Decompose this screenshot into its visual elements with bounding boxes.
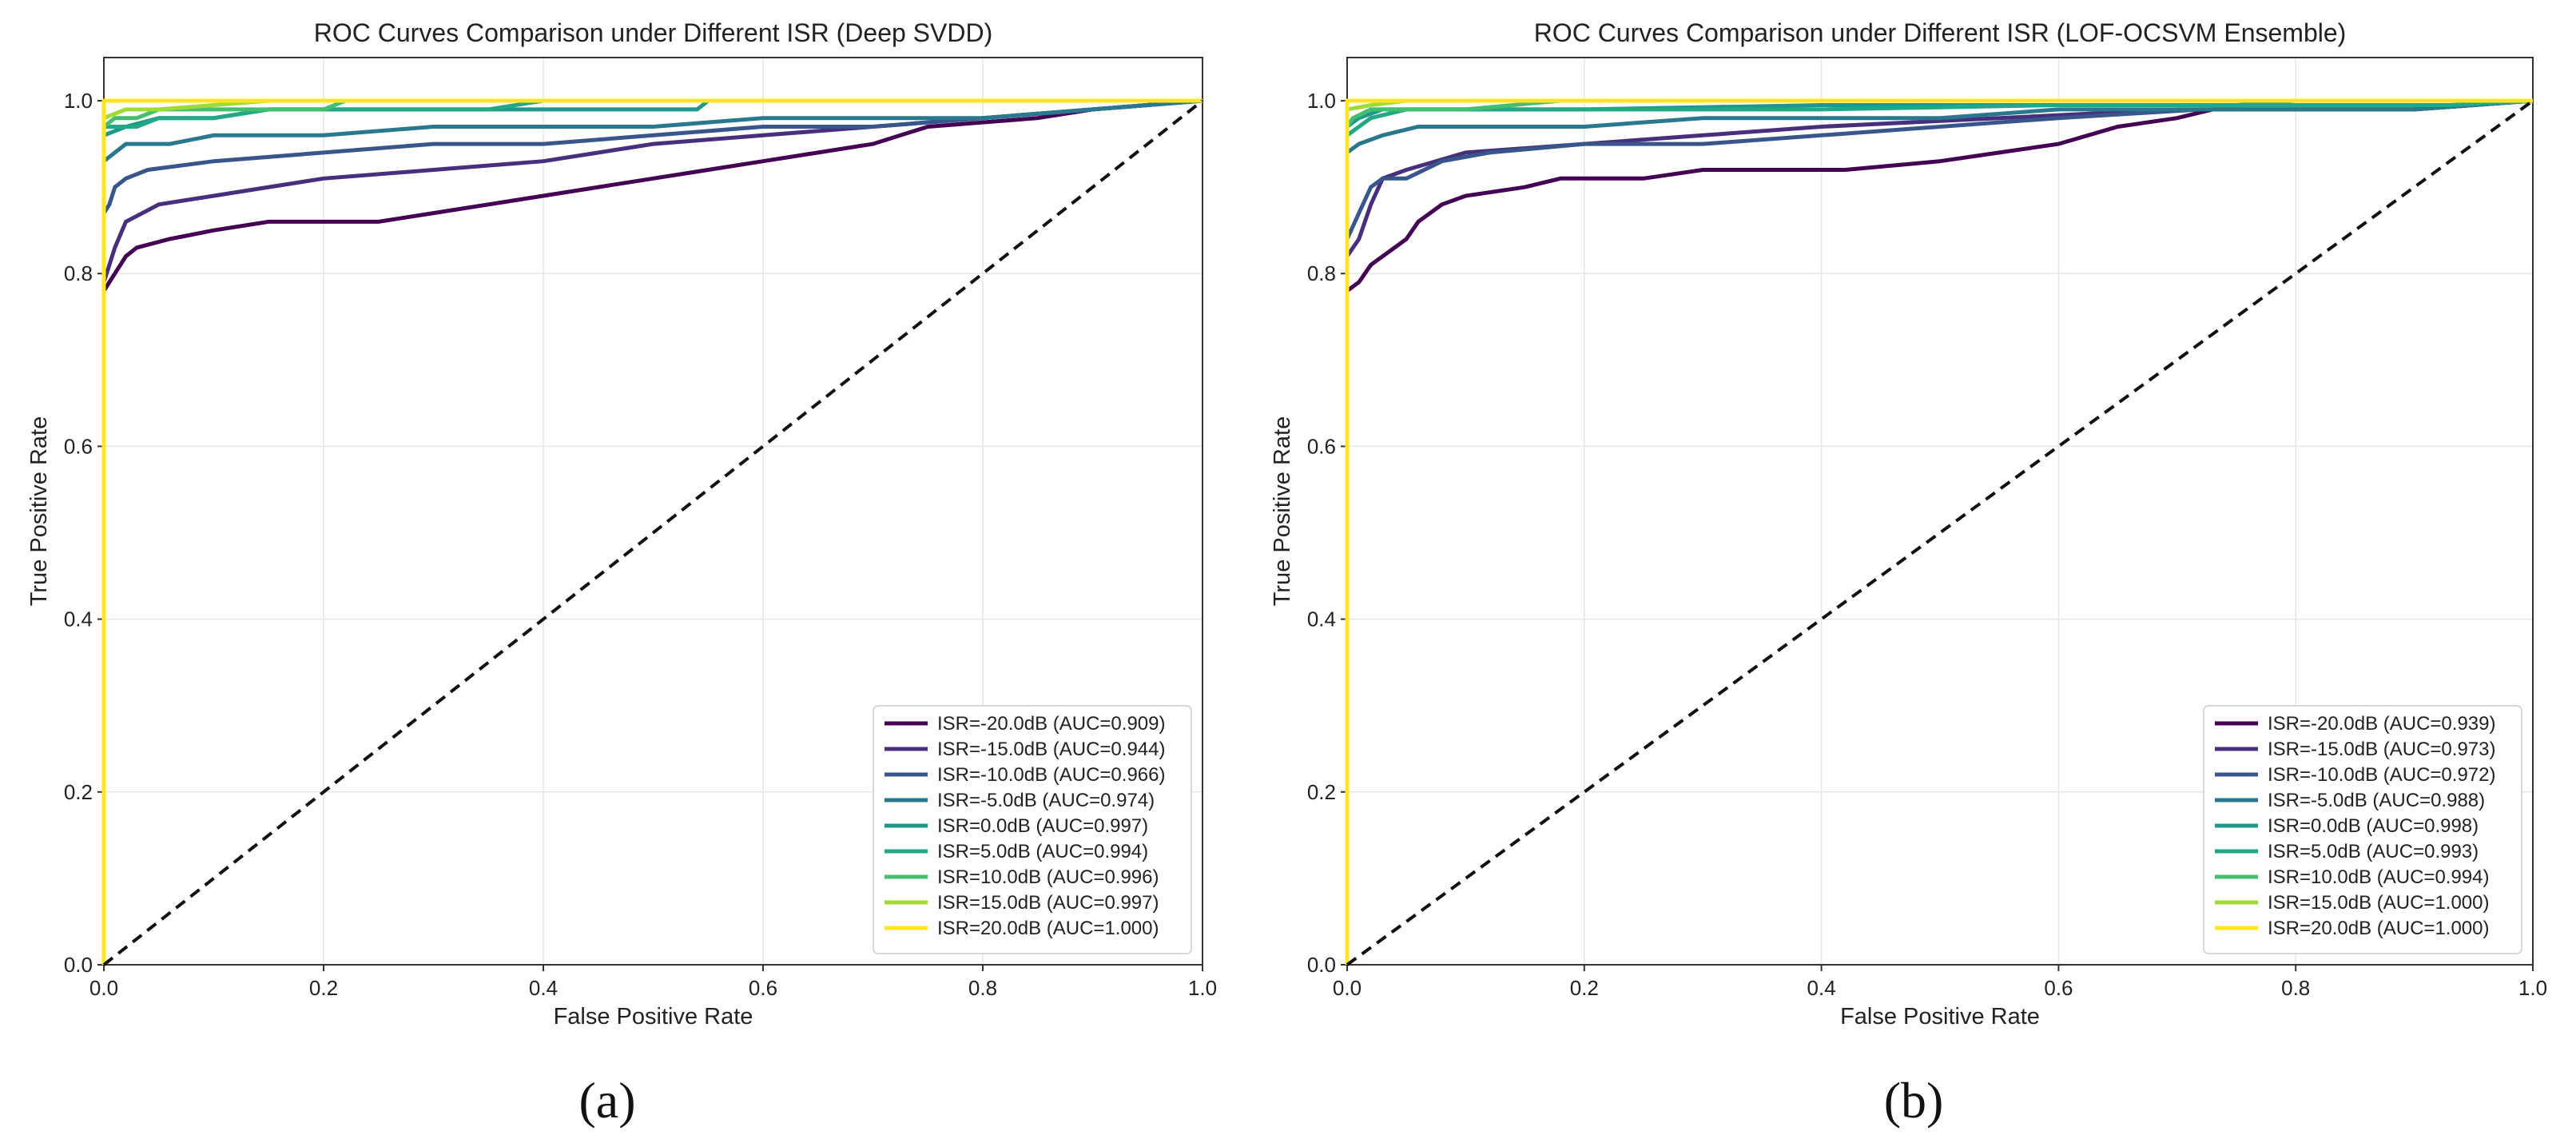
roc-curve	[1345, 98, 2534, 965]
roc-curve	[1345, 98, 2533, 965]
x-tick-label: 1.0	[1188, 976, 1217, 1000]
legend-label: ISR=-15.0dB (AUC=0.944)	[937, 739, 1165, 760]
legend-label: ISR=20.0dB (AUC=1.000)	[937, 918, 1159, 939]
roc-curve	[101, 98, 1203, 965]
y-tick-label: 0.2	[1307, 780, 1336, 804]
x-tick-label: 0.6	[2044, 976, 2073, 1000]
y-tick-label: 0.4	[64, 607, 93, 631]
legend-label: ISR=15.0dB (AUC=1.000)	[2268, 892, 2490, 914]
x-tick-label: 0.0	[89, 976, 118, 1000]
legend-label: ISR=-15.0dB (AUC=0.973)	[2268, 739, 2495, 760]
legend-label: ISR=-5.0dB (AUC=0.974)	[937, 790, 1155, 811]
y-tick-label: 0.2	[64, 780, 93, 804]
roc-curve	[1345, 98, 2534, 965]
roc-curve	[101, 98, 1203, 965]
roc-curve	[101, 98, 1203, 965]
chart-title: ROC Curves Comparison under Different IS…	[1534, 18, 2347, 47]
y-tick-label: 0.4	[1307, 607, 1336, 631]
y-tick-label: 1.0	[1307, 89, 1336, 113]
legend-label: ISR=-10.0dB (AUC=0.966)	[937, 764, 1165, 786]
x-tick-label: 0.0	[1333, 976, 1362, 1000]
x-tick-label: 0.8	[2281, 976, 2310, 1000]
x-tick-label: 1.0	[2518, 976, 2547, 1000]
legend-label: ISR=0.0dB (AUC=0.997)	[937, 815, 1148, 837]
legend-label: ISR=5.0dB (AUC=0.993)	[2268, 841, 2479, 862]
legend: ISR=-20.0dB (AUC=0.909) ISR=-15.0dB (AUC=…	[873, 705, 1192, 954]
panel-label: (a)	[578, 1072, 635, 1129]
legend-label: ISR=15.0dB (AUC=0.997)	[937, 892, 1159, 914]
y-tick-label: 1.0	[64, 89, 93, 113]
x-tick-label: 0.8	[968, 976, 997, 1000]
x-axis-label: False Positive Rate	[1840, 1004, 2040, 1029]
legend-label: ISR=0.0dB (AUC=0.998)	[2268, 815, 2479, 837]
x-tick-label: 0.4	[529, 976, 558, 1000]
chart-title: ROC Curves Comparison under Different IS…	[314, 18, 992, 47]
y-axis-label: True Positive Rate	[26, 416, 52, 606]
x-axis-label: False Positive Rate	[554, 1004, 753, 1029]
y-tick-label: 0.8	[64, 261, 93, 285]
legend-label: ISR=20.0dB (AUC=1.000)	[2268, 918, 2490, 939]
legend-label: ISR=10.0dB (AUC=0.996)	[937, 866, 1159, 888]
legend: ISR=-20.0dB (AUC=0.939) ISR=-15.0dB (AUC=…	[2203, 705, 2522, 954]
diagonal-reference-line	[102, 99, 1204, 966]
x-tick-label: 0.4	[1807, 976, 1836, 1000]
roc-curve	[101, 98, 1203, 965]
panel-label: (b)	[1884, 1072, 1944, 1129]
y-tick-label: 0.8	[1307, 261, 1336, 285]
y-tick-label: 0.0	[64, 953, 93, 977]
chart-panel-b: ROC Curves Comparison under Different IS…	[1270, 18, 2547, 1129]
legend-label: ISR=-20.0dB (AUC=0.939)	[2268, 713, 2495, 735]
diagonal-reference-line	[1346, 99, 2534, 966]
chart-panel-a: ROC Curves Comparison under Different IS…	[26, 18, 1217, 1129]
y-tick-label: 0.6	[1307, 434, 1336, 458]
legend-label: ISR=-5.0dB (AUC=0.988)	[2268, 790, 2485, 811]
y-tick-label: 0.0	[1307, 953, 1336, 977]
legend-label: ISR=-10.0dB (AUC=0.972)	[2268, 764, 2495, 786]
legend-box	[873, 705, 1192, 954]
legend-label: ISR=10.0dB (AUC=0.994)	[2268, 866, 2490, 888]
legend-label: ISR=-20.0dB (AUC=0.909)	[937, 713, 1165, 735]
legend-label: ISR=5.0dB (AUC=0.994)	[937, 841, 1148, 862]
y-axis-label: True Positive Rate	[1270, 416, 1295, 606]
x-tick-label: 0.6	[749, 976, 777, 1000]
y-tick-label: 0.6	[64, 434, 93, 458]
roc-curve	[1345, 98, 2534, 965]
x-tick-label: 0.2	[1570, 976, 1599, 1000]
roc-curve	[101, 98, 1203, 965]
x-tick-label: 0.2	[309, 976, 338, 1000]
legend-box	[2203, 705, 2522, 954]
